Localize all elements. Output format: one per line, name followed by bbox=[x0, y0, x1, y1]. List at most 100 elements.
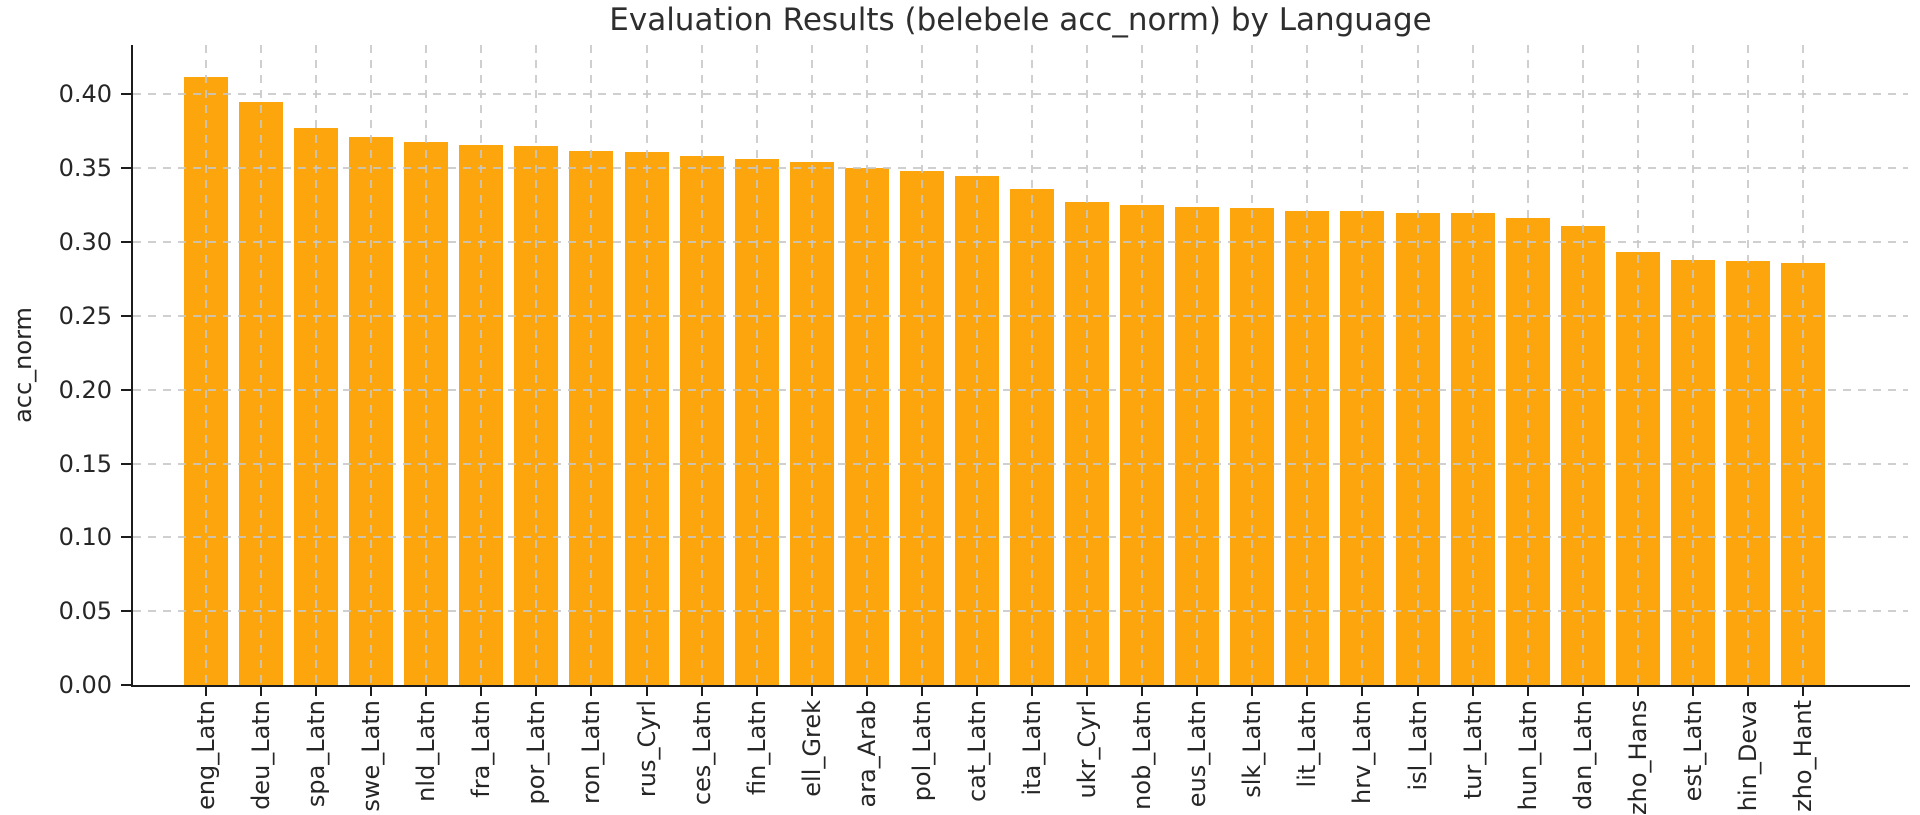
y-tick-label: 0.40 bbox=[58, 80, 112, 109]
y-grid-line bbox=[645, 45, 648, 685]
y-tick-label: 0.15 bbox=[58, 449, 112, 478]
x-tick-label: isl_Latn bbox=[1403, 700, 1432, 791]
x-tick-label: ita_Latn bbox=[1018, 700, 1047, 796]
x-tick bbox=[1416, 687, 1419, 696]
y-grid-line bbox=[975, 45, 978, 685]
x-tick-label: deu_Latn bbox=[247, 700, 276, 810]
y-tick bbox=[121, 462, 131, 465]
y-grid-line bbox=[865, 45, 868, 685]
y-grid-line bbox=[1141, 45, 1144, 685]
y-grid-line bbox=[1802, 45, 1804, 685]
y-grid-line bbox=[1031, 45, 1034, 685]
x-tick bbox=[205, 687, 207, 696]
y-tick bbox=[121, 167, 131, 170]
x-tick bbox=[865, 687, 868, 696]
x-tick bbox=[1141, 687, 1144, 696]
x-tick bbox=[755, 687, 758, 696]
y-tick bbox=[121, 388, 131, 391]
x-tick-label: pol_Latn bbox=[907, 700, 936, 802]
y-grid-line bbox=[1746, 45, 1749, 685]
x-tick bbox=[1361, 687, 1364, 696]
x-tick-label: lit_Latn bbox=[1293, 700, 1322, 788]
x-tick-label: nld_Latn bbox=[412, 700, 441, 802]
x-tick bbox=[260, 687, 263, 696]
y-grid-line bbox=[700, 45, 703, 685]
x-grid-line bbox=[133, 241, 1908, 244]
y-tick-label: 0.35 bbox=[58, 154, 112, 183]
x-tick bbox=[1526, 687, 1529, 696]
x-tick bbox=[700, 687, 703, 696]
x-tick bbox=[1471, 687, 1474, 696]
y-tick bbox=[121, 93, 131, 96]
x-grid-line bbox=[133, 388, 1908, 391]
y-grid-line bbox=[1086, 45, 1089, 685]
y-tick-label: 0.30 bbox=[58, 228, 112, 257]
x-tick bbox=[645, 687, 648, 696]
x-axis-spine bbox=[131, 685, 1910, 687]
y-grid-line bbox=[1306, 45, 1309, 685]
y-grid-line bbox=[1581, 45, 1584, 685]
x-tick bbox=[1802, 687, 1804, 696]
y-grid-line bbox=[590, 45, 593, 685]
y-tick bbox=[121, 314, 131, 317]
x-tick bbox=[480, 687, 483, 696]
y-axis-spine bbox=[131, 45, 133, 687]
x-tick-label: est_Latn bbox=[1678, 700, 1707, 802]
x-grid-line bbox=[133, 536, 1908, 539]
y-tick-label: 0.00 bbox=[58, 671, 112, 699]
x-tick bbox=[920, 687, 923, 696]
y-grid-line bbox=[1416, 45, 1419, 685]
x-tick bbox=[1636, 687, 1639, 696]
y-grid-line bbox=[920, 45, 923, 685]
x-tick bbox=[1581, 687, 1584, 696]
y-tick-label: 0.10 bbox=[58, 523, 112, 552]
x-tick bbox=[1031, 687, 1034, 696]
x-tick-label: rus_Cyrl bbox=[632, 700, 661, 798]
y-grid-line bbox=[1471, 45, 1474, 685]
x-tick-label: por_Latn bbox=[522, 700, 551, 805]
plot-area bbox=[133, 45, 1908, 685]
x-tick-label: fin_Latn bbox=[742, 700, 771, 796]
x-grid-line bbox=[133, 93, 1908, 96]
x-tick-label: ces_Latn bbox=[687, 700, 716, 806]
y-grid-line bbox=[755, 45, 758, 685]
x-tick bbox=[810, 687, 813, 696]
x-tick-label: nob_Latn bbox=[1128, 700, 1157, 810]
y-grid-line bbox=[370, 45, 373, 685]
x-tick-label: eus_Latn bbox=[1183, 700, 1212, 808]
y-grid-line bbox=[810, 45, 813, 685]
x-tick-label: zho_Hans bbox=[1623, 700, 1652, 815]
x-tick-label: ukr_Cyrl bbox=[1073, 700, 1102, 799]
x-tick-label: eng_Latn bbox=[192, 700, 220, 810]
x-tick bbox=[1746, 687, 1749, 696]
y-grid-line bbox=[1361, 45, 1364, 685]
x-tick bbox=[1306, 687, 1309, 696]
x-tick bbox=[535, 687, 538, 696]
x-tick bbox=[315, 687, 318, 696]
y-grid-line bbox=[1251, 45, 1254, 685]
x-tick-label: zho_Hant bbox=[1789, 700, 1817, 812]
x-grid-line bbox=[133, 167, 1908, 170]
y-tick-label: 0.25 bbox=[58, 301, 112, 330]
x-tick bbox=[425, 687, 428, 696]
x-tick-label: hin_Deva bbox=[1733, 700, 1762, 812]
y-grid-line bbox=[1196, 45, 1199, 685]
x-tick-label: tur_Latn bbox=[1458, 700, 1487, 800]
x-tick bbox=[370, 687, 373, 696]
x-tick-label: spa_Latn bbox=[302, 700, 331, 808]
x-tick-label: ara_Arab bbox=[852, 700, 881, 808]
x-tick-label: slk_Latn bbox=[1238, 700, 1267, 798]
y-tick bbox=[121, 610, 131, 613]
x-tick-label: dan_Latn bbox=[1568, 700, 1597, 810]
y-grid-line bbox=[480, 45, 483, 685]
y-tick-label: 0.05 bbox=[58, 597, 112, 626]
y-grid-line bbox=[260, 45, 263, 685]
x-tick-label: ron_Latn bbox=[577, 700, 606, 804]
x-tick-label: swe_Latn bbox=[357, 700, 386, 812]
x-tick-label: hun_Latn bbox=[1513, 700, 1542, 811]
x-grid-line bbox=[133, 314, 1908, 317]
x-tick bbox=[1196, 687, 1199, 696]
x-tick-label: hrv_Latn bbox=[1348, 700, 1377, 804]
x-tick bbox=[590, 687, 593, 696]
